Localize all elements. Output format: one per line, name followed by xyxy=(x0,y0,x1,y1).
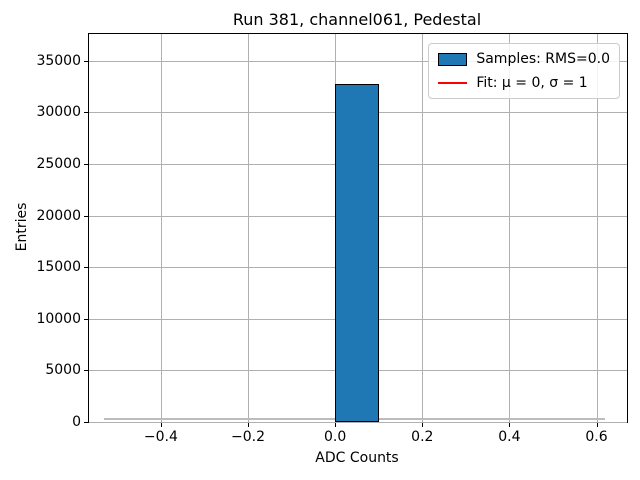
legend-label: Samples: RMS=0.0 xyxy=(476,51,610,67)
y-axis-title: Entries xyxy=(14,202,30,252)
x-gridline xyxy=(160,34,162,422)
x-tick-label: 0.4 xyxy=(498,429,521,445)
x-tick-label: −0.2 xyxy=(231,429,265,445)
legend: Samples: RMS=0.0 Fit: μ = 0, σ = 1 xyxy=(428,43,620,99)
y-tick-mark xyxy=(84,267,89,269)
y-tick-label: 0 xyxy=(72,414,81,430)
y-gridline xyxy=(89,60,627,62)
y-tick-label: 30000 xyxy=(36,104,81,121)
histogram-bar xyxy=(335,83,379,422)
y-tick-label: 10000 xyxy=(36,310,81,327)
legend-line-swatch xyxy=(438,82,468,84)
x-gridline xyxy=(596,34,598,422)
y-tick-mark xyxy=(84,60,89,62)
legend-row: Fit: μ = 0, σ = 1 xyxy=(438,75,610,91)
x-tick-label: −0.4 xyxy=(143,429,178,445)
y-tick-mark xyxy=(84,215,89,217)
x-gridline xyxy=(248,34,249,422)
x-gridline xyxy=(422,34,424,422)
y-tick-mark xyxy=(84,370,89,372)
plot-area: Samples: RMS=0.0 Fit: μ = 0, σ = 1 −0.4 −0… xyxy=(36,33,628,444)
x-tick-mark xyxy=(160,422,162,427)
chart-title: Run 381, channel061, Pedestal xyxy=(232,10,482,29)
x-tick-mark xyxy=(248,422,249,427)
x-axis-title: ADC Counts xyxy=(315,450,399,466)
y-gridline xyxy=(89,422,627,423)
legend-patch-swatch xyxy=(438,52,468,66)
x-tick-mark xyxy=(422,422,424,427)
y-tick-mark xyxy=(84,112,89,114)
y-tick-label: 35000 xyxy=(36,52,81,69)
x-tick-mark xyxy=(335,422,337,427)
x-tick-label: 0.0 xyxy=(323,429,347,445)
x-tick-label: 0.6 xyxy=(585,429,608,445)
y-tick-label: 20000 xyxy=(36,207,81,224)
x-gridline xyxy=(509,34,511,422)
x-tick-label: 0.2 xyxy=(411,429,434,445)
y-tick-label: 15000 xyxy=(36,259,81,276)
x-tick-mark xyxy=(596,422,598,427)
y-tick-label: 25000 xyxy=(36,156,81,172)
y-tick-mark xyxy=(84,318,89,320)
x-tick-mark xyxy=(509,422,511,427)
legend-row: Samples: RMS=0.0 xyxy=(438,51,610,67)
y-tick-label: 5000 xyxy=(45,362,81,379)
y-tick-mark xyxy=(84,422,89,423)
y-tick-mark xyxy=(84,164,89,165)
legend-label: Fit: μ = 0, σ = 1 xyxy=(476,75,588,91)
